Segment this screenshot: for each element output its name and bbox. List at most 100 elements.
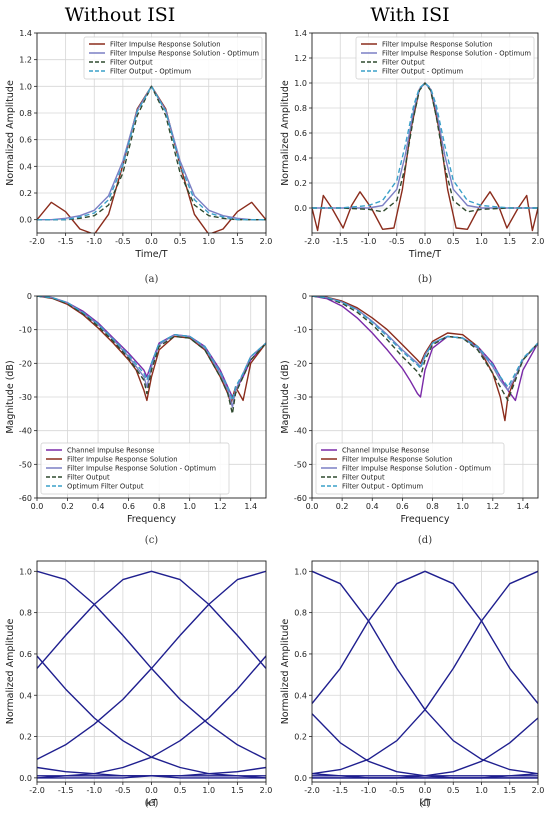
panel-caption: (e) xyxy=(145,798,159,809)
y-tick-label: 0.8 xyxy=(294,104,307,113)
series-line xyxy=(312,82,538,209)
x-tick-label: -0.5 xyxy=(115,237,131,246)
x-tick-label: 1.5 xyxy=(503,786,516,795)
y-tick-label: 1.4 xyxy=(294,29,307,38)
legend-label: Filter Output xyxy=(342,474,385,482)
y-tick-label: 0.0 xyxy=(294,774,307,783)
series-line xyxy=(312,296,538,402)
y-tick-label: -10 xyxy=(294,326,307,335)
x-tick-label: -1.5 xyxy=(332,786,348,795)
x-tick-label: 1.0 xyxy=(475,786,488,795)
legend-label: Filter Impulse Response Solution xyxy=(342,456,453,464)
y-tick-label: 0.4 xyxy=(19,162,32,171)
x-tick-label: 1.2 xyxy=(214,502,227,511)
x-tick-label: 0.5 xyxy=(174,237,187,246)
legend-label: Filter Output xyxy=(110,59,153,67)
y-tick-label: 1.4 xyxy=(19,29,32,38)
y-axis-label: Magnitude (dB) xyxy=(5,360,16,433)
x-tick-label: -0.5 xyxy=(389,786,405,795)
x-tick-label: 0.4 xyxy=(366,502,379,511)
y-tick-label: -30 xyxy=(294,393,307,402)
chart-panel: 0.0 0.2 0.4 0.6 0.8 1.0 1.2 1.4 0 -10 -20 -30 -40 -50… xyxy=(280,292,539,546)
x-tick-label: -1.0 xyxy=(86,237,102,246)
y-tick-label: 0.0 xyxy=(19,774,32,783)
legend-label: Filter Output - Optimum xyxy=(110,68,192,76)
x-tick-label: 0.6 xyxy=(122,502,135,511)
x-tick-label: -1.5 xyxy=(58,786,74,795)
legend-label: Optimum Filter Output xyxy=(67,483,144,491)
chart-panel: -2.0 -1.5 -1.0 -0.5 0.0 0.5 1.0 1.5 2.0 0.0 0.2 0.4… xyxy=(280,560,544,809)
x-tick-label: 0.8 xyxy=(153,502,166,511)
y-tick-label: 0 xyxy=(302,292,307,301)
x-tick-label: 0.4 xyxy=(92,502,105,511)
x-tick-label: 0.8 xyxy=(426,502,439,511)
y-tick-label: 0.0 xyxy=(19,216,32,225)
y-tick-label: -10 xyxy=(19,326,32,335)
y-axis-label: Normalized Amplitude xyxy=(280,619,291,725)
x-tick-label: -2.0 xyxy=(29,786,45,795)
x-axis-label: Frequency xyxy=(400,514,449,525)
x-tick-label: -1.0 xyxy=(361,786,377,795)
y-tick-label: 0.6 xyxy=(19,650,32,659)
x-tick-label: 1.0 xyxy=(202,786,215,795)
legend-label: Channel Impulse Resonse xyxy=(342,447,429,455)
x-tick-label: -0.5 xyxy=(389,237,405,246)
x-axis-label: Time/T xyxy=(134,249,167,260)
y-tick-label: 0.6 xyxy=(294,129,307,138)
x-axis-label: kT xyxy=(146,798,158,809)
y-axis-label: Magnitude (dB) xyxy=(280,360,291,433)
y-axis-label: Normalized Amplitude xyxy=(5,80,16,186)
x-tick-label: 1.5 xyxy=(231,237,244,246)
series-line xyxy=(37,570,266,760)
series-line xyxy=(312,296,538,388)
plot-frame xyxy=(36,32,267,234)
y-tick-label: -50 xyxy=(294,460,307,469)
legend-label: Filter Impulse Response Solution - Optim… xyxy=(67,465,216,473)
x-axis-label: Frequency xyxy=(127,514,176,525)
heading-with-isi: With ISI xyxy=(370,4,449,26)
x-tick-label: 0.6 xyxy=(396,502,409,511)
x-tick-label: -2.0 xyxy=(304,237,320,246)
x-tick-label: 0.5 xyxy=(447,786,460,795)
series-line xyxy=(312,570,538,704)
x-tick-label: 1.2 xyxy=(486,502,499,511)
heading-without-isi: Without ISI xyxy=(65,4,176,26)
series-line xyxy=(312,82,538,213)
legend-label: Filter Impulse Response Solution - Optim… xyxy=(382,50,531,58)
series-line xyxy=(37,85,266,221)
y-tick-label: 0.0 xyxy=(294,204,307,213)
legend-label: Filter Impulse Response Solution - Optim… xyxy=(342,465,491,473)
series-line xyxy=(37,85,266,221)
plot-frame xyxy=(36,560,267,783)
y-tick-label: 0.2 xyxy=(19,733,32,742)
x-axis-label: Time/T xyxy=(408,249,441,260)
series-line xyxy=(37,296,266,405)
x-tick-label: 0.0 xyxy=(145,237,158,246)
x-tick-label: 0.5 xyxy=(447,237,460,246)
chart-panel: -2.0 -1.5 -1.0 -0.5 0.0 0.5 1.0 1.5 2.0 0.0 0.2 0.4… xyxy=(5,29,272,285)
x-tick-label: -1.0 xyxy=(86,786,102,795)
y-tick-label: 0 xyxy=(27,292,32,301)
plot-frame xyxy=(36,295,267,499)
y-tick-label: -50 xyxy=(19,460,32,469)
x-tick-label: 1.0 xyxy=(183,502,196,511)
legend-label: Filter Impulse Response Solution xyxy=(67,456,178,464)
chart-panel: -2.0 -1.5 -1.0 -0.5 0.0 0.5 1.0 1.5 2.0 0.0 0.2 0.4… xyxy=(280,29,544,285)
y-tick-label: 0.8 xyxy=(294,609,307,618)
x-tick-label: 2.0 xyxy=(260,237,273,246)
x-tick-label: -2.0 xyxy=(29,237,45,246)
legend-label: Filter Impulse Response Solution - Optim… xyxy=(110,50,259,58)
y-tick-label: -60 xyxy=(294,494,307,503)
legend-label: Filter Output xyxy=(67,474,110,482)
legend-label: Filter Output - Optimum xyxy=(382,68,464,76)
y-tick-label: 1.0 xyxy=(294,79,307,88)
x-tick-label: -1.5 xyxy=(332,237,348,246)
x-tick-label: 1.0 xyxy=(456,502,469,511)
series-line xyxy=(37,296,266,398)
series-line xyxy=(37,570,266,669)
y-tick-label: 0.4 xyxy=(294,691,307,700)
y-tick-label: -40 xyxy=(19,427,32,436)
chart-panel: -2.0 -1.5 -1.0 -0.5 0.0 0.5 1.0 1.5 2.0 0.0 0.2 0.4… xyxy=(5,560,272,809)
